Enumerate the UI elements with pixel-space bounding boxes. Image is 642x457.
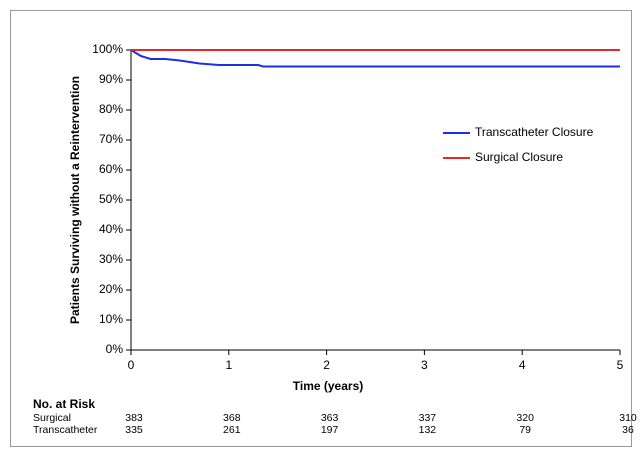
risk-value: 368 (223, 412, 241, 424)
risk-row-label: Surgical (33, 412, 71, 424)
risk-value: 310 (619, 412, 637, 424)
legend-label: Transcatheter Closure (475, 125, 594, 139)
y-tick-label: 30% (99, 252, 123, 266)
risk-value: 197 (321, 424, 339, 436)
risk-value: 36 (622, 424, 634, 436)
y-tick-label: 60% (99, 162, 123, 176)
line (130, 49, 620, 68)
frame (10, 10, 632, 447)
risk-value: 335 (125, 424, 143, 436)
y-tick-label: 90% (99, 72, 123, 86)
y-axis-label: Patients Surviving without a Reintervent… (68, 76, 82, 324)
risk-row-label: Transcatheter (33, 424, 98, 436)
risk-value: 79 (519, 424, 531, 436)
risk-value: 383 (125, 412, 143, 424)
risk-value: 337 (419, 412, 437, 424)
x-tick-label: 3 (421, 358, 428, 372)
risk-value: 320 (516, 412, 534, 424)
risk-value: 132 (419, 424, 437, 436)
risk-table-title: No. at Risk (33, 397, 95, 411)
legend-label: Surgical Closure (475, 150, 563, 164)
y-tick-label: 100% (92, 42, 123, 56)
x-axis-label: Time (years) (293, 379, 363, 393)
x-tick-label: 0 (128, 358, 135, 372)
y-tick-label: 0% (106, 342, 124, 356)
x-tick-label: 2 (323, 358, 330, 372)
risk-value: 363 (321, 412, 339, 424)
y-tick-label: 50% (99, 192, 123, 206)
y-tick-label: 40% (99, 222, 123, 236)
risk-value: 261 (223, 424, 241, 436)
y-tick-label: 70% (99, 132, 123, 146)
y-tick-label: 10% (99, 312, 123, 326)
x-tick-label: 1 (225, 358, 232, 372)
y-tick-label: 80% (99, 102, 123, 116)
y-tick-label: 20% (99, 282, 123, 296)
x-tick-label: 4 (519, 358, 526, 372)
x-tick-label: 5 (617, 358, 624, 372)
